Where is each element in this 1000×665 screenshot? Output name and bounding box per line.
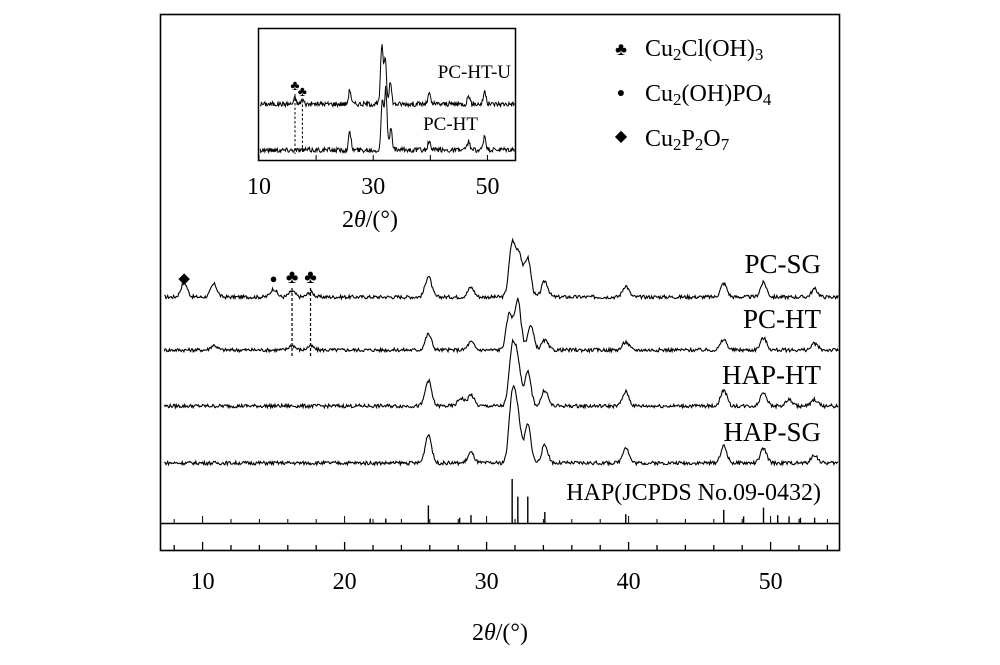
inset-frame xyxy=(257,27,517,162)
reference-label: HAP(JCPDS No.09-0432) xyxy=(566,480,821,506)
label-hap-sg: HAP-SG xyxy=(723,417,821,447)
label-pc-sg: PC-SG xyxy=(744,249,821,279)
label-hap-ht: HAP-HT xyxy=(722,360,822,390)
x-tick-label: 20 xyxy=(333,569,357,595)
inset-marker-clubs: ♣ xyxy=(298,85,307,100)
inset-marker-clubs: ♣ xyxy=(290,79,299,94)
inset-x-tick-label: 30 xyxy=(361,174,385,200)
inset-series-labels: PC-HT-U PC-HT xyxy=(423,62,511,135)
legend-symbol-cu2ohpo4: ● xyxy=(617,86,625,101)
trace-hap-ht xyxy=(163,338,839,410)
legend-symbol-cu2p2o7: ◆ xyxy=(615,128,628,145)
x-tick-label: 40 xyxy=(617,569,641,595)
label-pc-ht: PC-HT xyxy=(743,304,822,334)
marker-dot: ● xyxy=(270,271,278,286)
marker-clubs: ♣ xyxy=(286,267,298,288)
marker-clubs: ♣ xyxy=(304,267,316,288)
legend: ♣ Cu2Cl(OH)3 ● Cu2(OH)PO4 ◆ Cu2P2O7 xyxy=(615,36,772,154)
inset-label-pc-ht-u: PC-HT-U xyxy=(438,62,511,83)
inset-x-axis-ticks xyxy=(258,155,488,160)
inset-x-tick-label: 50 xyxy=(475,174,499,200)
x-tick-label: 30 xyxy=(475,569,499,595)
trace-pc-sg xyxy=(164,237,839,301)
x-axis-ticks xyxy=(173,516,829,550)
series-labels: PC-SG PC-HT HAP-HT HAP-SG xyxy=(722,249,822,447)
legend-symbol-cu2cl: ♣ xyxy=(615,39,627,59)
inset-x-axis-tick-labels: 10 30 50 xyxy=(247,174,499,200)
inset-label-pc-ht: PC-HT xyxy=(423,114,478,135)
plot-frame xyxy=(159,13,841,552)
x-tick-label: 10 xyxy=(191,569,215,595)
inset-traces xyxy=(259,44,515,155)
x-tick-label: 50 xyxy=(759,569,783,595)
inset-x-tick-label: 10 xyxy=(247,174,271,200)
inset-trace-pc-ht-u xyxy=(259,44,515,109)
trace-hap-sg xyxy=(164,384,839,467)
legend-label-cu2p2o7: Cu2P2O7 xyxy=(645,126,730,154)
inset-phase-markers: ♣♣ xyxy=(290,79,307,154)
x-axis-label: 2θ/(°) xyxy=(472,620,528,646)
main-traces xyxy=(163,237,839,467)
marker-diamond: ◆ xyxy=(178,271,190,287)
legend-label-cu2cl: Cu2Cl(OH)3 xyxy=(645,36,763,64)
legend-label-cu2ohpo4: Cu2(OH)PO4 xyxy=(645,81,772,109)
reference-lines xyxy=(369,479,816,523)
inset-trace-pc-ht xyxy=(259,85,515,155)
trace-pc-ht xyxy=(163,297,839,354)
x-axis-tick-labels: 10 20 30 40 50 xyxy=(191,569,783,595)
phase-markers: ◆ ● ♣ ♣ xyxy=(178,267,317,356)
inset-x-axis-label: 2θ/(°) xyxy=(342,207,398,233)
